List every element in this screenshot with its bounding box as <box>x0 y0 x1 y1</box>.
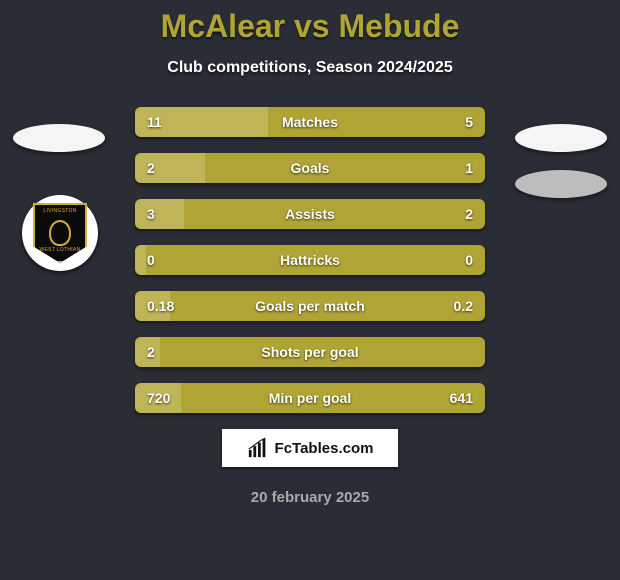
shield-icon: LIVINGSTON WEST LOTHIAN <box>33 203 87 263</box>
shield-inner-icon <box>49 220 71 246</box>
shield-top-text: LIVINGSTON <box>39 208 81 214</box>
stat-left-value: 720 <box>147 390 170 406</box>
stat-row: 720 Min per goal 641 <box>135 383 485 413</box>
comparison-card: McAlear vs Mebude Club competitions, Sea… <box>0 0 620 580</box>
stat-right-value: 5 <box>465 114 473 130</box>
stat-left-value: 2 <box>147 160 155 176</box>
stat-label: Hattricks <box>280 252 340 268</box>
stat-label: Matches <box>282 114 338 130</box>
stat-fill <box>135 153 205 183</box>
stat-row: 2 Shots per goal <box>135 337 485 367</box>
player-left: McAlear <box>161 8 286 44</box>
subtitle: Club competitions, Season 2024/2025 <box>0 59 620 77</box>
stat-left-value: 3 <box>147 206 155 222</box>
stat-fill <box>135 199 184 229</box>
footer-date: 20 february 2025 <box>0 489 620 506</box>
stat-label: Assists <box>285 206 335 222</box>
stat-row: 2 Goals 1 <box>135 153 485 183</box>
comparison-title: McAlear vs Mebude <box>0 8 620 45</box>
stat-right-value: 641 <box>450 390 473 406</box>
stat-label: Goals <box>291 160 330 176</box>
bar-chart-icon <box>247 437 269 459</box>
stat-label: Goals per match <box>255 298 365 314</box>
stat-left-value: 0.18 <box>147 298 174 314</box>
vs-separator: vs <box>294 8 330 44</box>
stat-right-value: 2 <box>465 206 473 222</box>
stat-left-value: 11 <box>147 114 162 130</box>
stat-left-value: 2 <box>147 344 155 360</box>
stats-list: 11 Matches 5 2 Goals 1 3 Assists 2 0 Hattricks 0 0.1… <box>135 107 485 413</box>
stat-fill <box>135 245 146 275</box>
stat-right-value: 0.2 <box>454 298 473 314</box>
club-badge-left: LIVINGSTON WEST LOTHIAN <box>22 195 98 271</box>
brand-logo: FcTables.com <box>222 429 398 467</box>
player-right-badge-2 <box>515 170 607 198</box>
stat-row: 0.18 Goals per match 0.2 <box>135 291 485 321</box>
stat-label: Shots per goal <box>261 344 358 360</box>
brand-text: FcTables.com <box>275 440 374 457</box>
stat-right-value: 1 <box>465 160 473 176</box>
stat-row: 0 Hattricks 0 <box>135 245 485 275</box>
player-left-badge-1 <box>13 124 105 152</box>
player-right: Mebude <box>338 8 459 44</box>
shield-bottom-text: WEST LOTHIAN <box>39 247 81 253</box>
stat-row: 11 Matches 5 <box>135 107 485 137</box>
stat-label: Min per goal <box>269 390 351 406</box>
stat-left-value: 0 <box>147 252 155 268</box>
stat-right-value: 0 <box>465 252 473 268</box>
stat-row: 3 Assists 2 <box>135 199 485 229</box>
player-right-badge-1 <box>515 124 607 152</box>
